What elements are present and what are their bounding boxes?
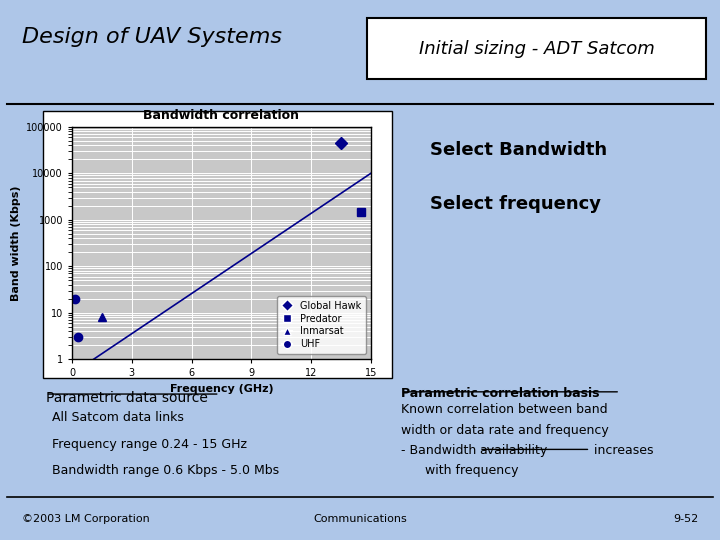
Legend: Global Hawk, Predator, Inmarsat, UHF: Global Hawk, Predator, Inmarsat, UHF	[277, 296, 366, 354]
Text: Communications: Communications	[313, 514, 407, 524]
Text: Design of UAV Systems: Design of UAV Systems	[22, 27, 282, 47]
Text: 9-52: 9-52	[673, 514, 698, 524]
Text: increases: increases	[590, 444, 654, 457]
Text: ©2003 LM Corporation: ©2003 LM Corporation	[22, 514, 149, 524]
Text: All Satcom data links: All Satcom data links	[53, 411, 184, 424]
Text: Select Bandwidth: Select Bandwidth	[430, 141, 607, 159]
Text: availability: availability	[480, 444, 547, 457]
Text: Parametric data source: Parametric data source	[45, 392, 207, 406]
Text: Parametric correlation basis: Parametric correlation basis	[401, 387, 599, 400]
Text: - Bandwidth: - Bandwidth	[401, 444, 480, 457]
Text: Frequency range 0.24 - 15 GHz: Frequency range 0.24 - 15 GHz	[53, 438, 247, 451]
Text: with frequency: with frequency	[417, 464, 518, 477]
Title: Bandwidth correlation: Bandwidth correlation	[143, 109, 300, 122]
Y-axis label: Band width (Kbps): Band width (Kbps)	[11, 185, 21, 301]
Text: Select frequency: Select frequency	[430, 195, 601, 213]
Text: Bandwidth range 0.6 Kbps - 5.0 Mbs: Bandwidth range 0.6 Kbps - 5.0 Mbs	[53, 464, 279, 477]
Text: width or data rate and frequency: width or data rate and frequency	[401, 424, 608, 437]
X-axis label: Frequency (GHz): Frequency (GHz)	[170, 384, 273, 394]
FancyBboxPatch shape	[367, 18, 706, 79]
Text: Known correlation between band: Known correlation between band	[401, 403, 608, 416]
Text: Initial sizing - ADT Satcom: Initial sizing - ADT Satcom	[418, 39, 654, 58]
